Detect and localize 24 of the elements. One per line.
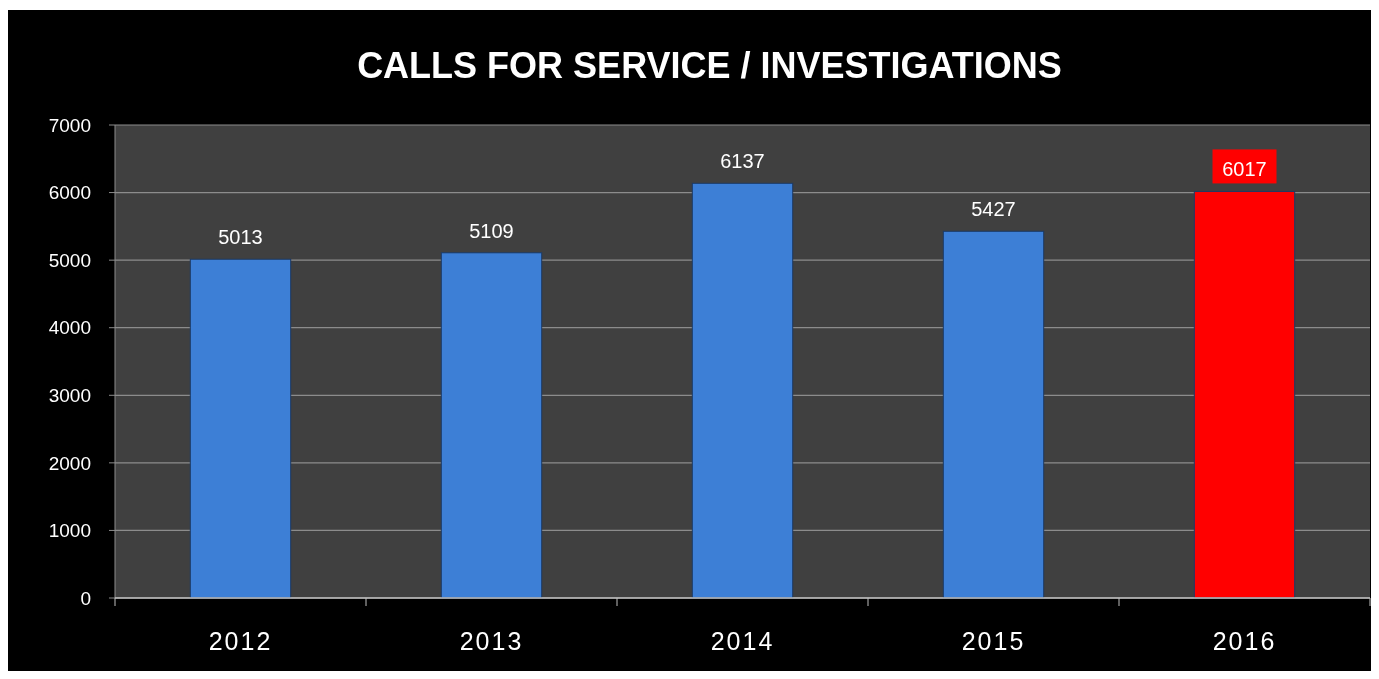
data-label: 6137 xyxy=(720,150,765,173)
bar xyxy=(942,230,1045,599)
y-tick-label: 6000 xyxy=(48,182,91,204)
x-tick-label: 2013 xyxy=(459,627,524,655)
bar xyxy=(1193,190,1296,599)
bar xyxy=(189,258,292,599)
chart-title: CALLS FOR SERVICE / INVESTIGATIONS xyxy=(357,45,1062,86)
y-tick-label: 5000 xyxy=(48,249,91,271)
x-tick-label: 2012 xyxy=(208,627,273,655)
data-label: 5109 xyxy=(469,219,514,242)
y-tick-label: 2000 xyxy=(48,452,91,474)
bar xyxy=(691,182,794,599)
data-label: 6017 xyxy=(1222,158,1267,181)
y-tick-label: 1000 xyxy=(48,520,91,542)
data-label: 5013 xyxy=(218,226,263,249)
y-tick-label: 7000 xyxy=(48,114,91,136)
bar xyxy=(440,252,543,599)
y-tick-label: 3000 xyxy=(48,384,91,406)
data-label: 5427 xyxy=(971,198,1016,221)
x-tick-label: 2016 xyxy=(1212,627,1277,655)
y-tick-label: 0 xyxy=(80,587,91,609)
x-tick-label: 2014 xyxy=(710,627,775,655)
y-tick-label: 4000 xyxy=(48,317,91,339)
x-tick-label: 2015 xyxy=(961,627,1026,655)
